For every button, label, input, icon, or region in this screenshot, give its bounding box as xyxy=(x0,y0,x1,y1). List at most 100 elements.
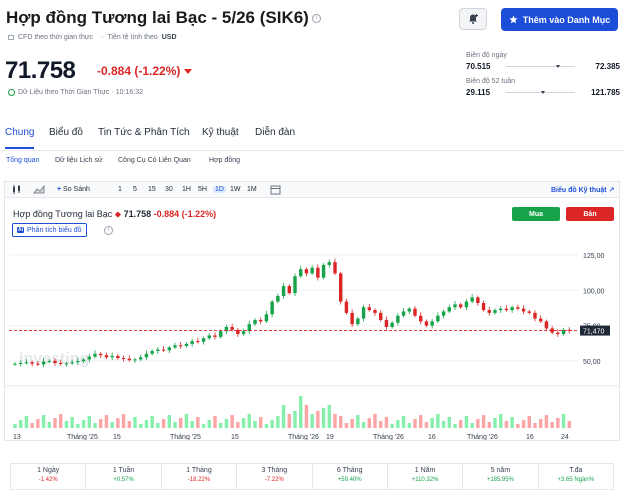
interval-30[interactable]: 30 xyxy=(165,186,173,193)
volume-bar xyxy=(99,419,103,428)
calendar-icon[interactable] xyxy=(270,184,281,197)
candlestick-icon[interactable] xyxy=(11,184,22,197)
volume-bar xyxy=(453,424,457,428)
interval-1h[interactable]: 1H xyxy=(182,186,191,193)
volume-bar xyxy=(264,424,269,428)
performance-period: 1 Tháng xyxy=(186,467,212,474)
interval-5h[interactable]: 5H xyxy=(198,186,207,193)
candle-body xyxy=(70,362,74,364)
candle-body xyxy=(533,312,537,319)
volume-bar xyxy=(487,422,491,428)
info-icon[interactable]: i xyxy=(311,14,321,24)
performance-cell[interactable]: 1 Ngày -1.42% xyxy=(11,464,87,489)
volume-bar xyxy=(41,415,46,428)
subtab-related-instruments[interactable]: Công Cụ Có Liên Quan xyxy=(118,157,191,164)
candle-body xyxy=(539,318,543,322)
candle-body xyxy=(453,304,457,308)
tab-forum[interactable]: Diễn đàn xyxy=(255,127,296,138)
compare-button[interactable]: + So Sánh xyxy=(57,186,90,193)
performance-cell[interactable]: 5 năm +185.95% xyxy=(463,464,539,489)
candle-body xyxy=(287,286,291,294)
candle-body xyxy=(219,331,223,337)
x-tick-label: 15 xyxy=(231,434,239,440)
clock-icon xyxy=(8,89,15,96)
performance-strip: 1 Ngày -1.42% 1 Tuần +0.57% 1 Tháng -18.22% 3 … xyxy=(10,463,614,490)
interval-1m[interactable]: 1M xyxy=(247,186,257,193)
candle-body xyxy=(104,355,109,358)
tab-chart[interactable]: Biểu đồ xyxy=(49,127,83,138)
buy-button[interactable]: Mua xyxy=(512,207,560,221)
technical-chart-link[interactable]: Biểu đồ Kỹ thuật ↗ xyxy=(551,186,614,194)
volume-bar xyxy=(47,422,51,428)
chart-analysis-button[interactable]: AI Phân tích biểu đồ xyxy=(12,223,87,237)
last-price: 71.758 xyxy=(5,57,76,84)
performance-cell[interactable]: 1 Năm +110.32% xyxy=(388,464,464,489)
x-tick-label: 16 xyxy=(428,434,436,440)
volume-bar xyxy=(390,424,394,428)
tab-technical[interactable]: Kỹ thuật xyxy=(202,127,239,138)
tab-overview[interactable]: Chung xyxy=(5,127,35,149)
cfd-icon xyxy=(8,35,14,40)
volume-bar xyxy=(436,414,440,428)
volume-bar xyxy=(327,405,331,428)
candle-body xyxy=(487,310,491,313)
candle-body xyxy=(81,359,86,362)
volume-bar xyxy=(93,423,97,428)
volume-bar xyxy=(19,420,23,428)
volume-bar xyxy=(110,422,114,428)
performance-cell[interactable]: 1 Tuần +0.57% xyxy=(86,464,162,489)
candle-body xyxy=(139,357,143,360)
volume-bar xyxy=(87,416,91,428)
interval-15[interactable]: 15 xyxy=(148,186,156,193)
volume-bar xyxy=(59,414,63,428)
candle-body xyxy=(293,276,297,294)
candle-body xyxy=(316,267,320,278)
candle-body xyxy=(270,301,274,315)
plus-icon: + xyxy=(57,186,62,193)
performance-cell[interactable]: 6 Tháng +59.40% xyxy=(313,464,388,489)
candle-body xyxy=(304,269,309,274)
interval-1[interactable]: 1 xyxy=(118,186,122,193)
performance-period: 5 năm xyxy=(490,467,511,474)
candle-body xyxy=(121,358,126,360)
volume-bar xyxy=(344,423,349,428)
volume-bar xyxy=(367,418,371,428)
volume-bar xyxy=(287,414,291,428)
interval-5[interactable]: 5 xyxy=(133,186,137,193)
candle-body xyxy=(247,324,251,332)
performance-value: +185.95% xyxy=(486,477,515,483)
subtab-contracts[interactable]: Hợp đồng xyxy=(209,157,241,164)
day-high: 72.385 xyxy=(595,62,620,71)
week52-low: 29.115 xyxy=(466,88,491,97)
subtab-overview[interactable]: Tổng quan xyxy=(6,157,40,164)
candle-body xyxy=(93,353,97,357)
ai-badge: AI xyxy=(17,227,24,233)
day-low: 70.515 xyxy=(466,62,491,71)
last-price-label: 71,470 xyxy=(583,329,605,336)
interval-1d[interactable]: 1D xyxy=(213,186,226,193)
currency-label: Tiền tệ tính theo xyxy=(107,34,158,41)
candle-body xyxy=(173,345,177,348)
candle-body xyxy=(190,341,194,344)
volume-bar xyxy=(339,416,343,428)
volume-bar xyxy=(561,414,566,428)
sell-button[interactable]: Bán xyxy=(566,207,614,221)
analysis-info-icon[interactable]: i xyxy=(104,226,113,235)
subtab-historical-data[interactable]: Dữ liệu Lịch sử xyxy=(55,157,103,164)
interval-1w[interactable]: 1W xyxy=(230,186,241,193)
day-range-bar xyxy=(506,65,575,68)
price-chart[interactable]: 125,00100,0075,0050,00investing71,47013T… xyxy=(5,242,619,440)
performance-cell[interactable]: 1 Tháng -18.22% xyxy=(162,464,238,489)
performance-cell[interactable]: 3 Tháng -7.22% xyxy=(237,464,313,489)
add-to-watchlist-button[interactable]: Thêm vào Danh Mục xyxy=(501,8,618,31)
alert-button[interactable] xyxy=(459,8,487,30)
x-tick-label: Tháng '25 xyxy=(67,434,98,440)
volume-bar xyxy=(384,417,389,428)
area-chart-icon[interactable] xyxy=(33,184,45,197)
tab-news-analysis[interactable]: Tin Tức & Phân Tích xyxy=(98,127,190,138)
volume-bar xyxy=(304,405,309,428)
performance-value: +0.57% xyxy=(113,477,134,483)
candle-body xyxy=(344,301,349,313)
performance-cell[interactable]: T.đa +3.65 Ngàn% xyxy=(539,464,613,489)
volume-bar xyxy=(13,424,17,428)
